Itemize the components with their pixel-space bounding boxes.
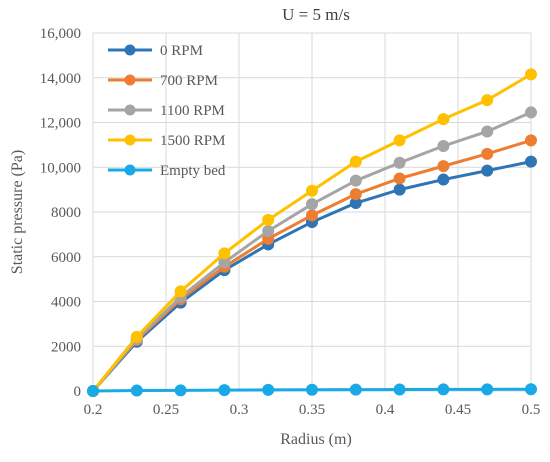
data-point <box>306 383 318 396</box>
y-tick-label: 8000 <box>51 205 81 221</box>
legend-entry: 1100 RPM <box>108 103 225 119</box>
data-point <box>481 147 494 160</box>
y-tick-label: 4000 <box>51 295 81 311</box>
data-point <box>393 134 406 147</box>
data-point <box>481 94 494 107</box>
data-point <box>393 172 406 185</box>
data-point <box>525 106 537 119</box>
legend: 0 RPM 700 RPM 1100 RPM 1500 RPM Empty bed <box>108 43 226 179</box>
data-point <box>437 139 450 152</box>
legend-swatch-marker <box>124 104 136 116</box>
data-point <box>393 383 406 396</box>
data-point <box>525 155 537 168</box>
x-tick-label: 0.5 <box>522 402 541 418</box>
data-point <box>262 213 275 226</box>
y-axis-label: Static pressure (Pa) <box>9 150 26 274</box>
x-tick-label: 0.25 <box>153 402 179 418</box>
legend-swatch-marker <box>124 164 136 176</box>
data-point <box>481 164 494 177</box>
legend-swatch-marker <box>124 74 136 86</box>
legend-entry: 0 RPM <box>108 43 203 59</box>
y-tick-label: 12,000 <box>40 116 81 132</box>
data-point <box>174 285 187 298</box>
data-point <box>525 383 537 396</box>
data-point <box>393 183 406 196</box>
chart-title: U = 5 m/s <box>282 5 350 24</box>
y-tick-label: 16,000 <box>40 26 81 42</box>
legend-entry: 700 RPM <box>108 73 218 89</box>
legend-label: 700 RPM <box>160 73 218 89</box>
data-point <box>218 247 231 260</box>
data-point <box>306 209 318 222</box>
x-tick-label: 0.45 <box>445 402 471 418</box>
x-tick-label: 0.35 <box>299 402 325 418</box>
x-tick-label: 0.2 <box>84 402 103 418</box>
data-point <box>349 155 362 168</box>
legend-entry: Empty bed <box>108 163 226 179</box>
legend-swatch-marker <box>124 134 136 146</box>
legend-label: 1100 RPM <box>160 103 225 119</box>
data-point <box>437 173 450 186</box>
data-point <box>306 184 318 197</box>
y-tick-label: 14,000 <box>40 71 81 87</box>
series-layer <box>87 68 537 397</box>
y-tick-label: 6000 <box>51 250 81 266</box>
legend-label: 0 RPM <box>160 43 203 59</box>
data-point <box>349 174 362 187</box>
data-point <box>525 134 537 147</box>
data-point <box>130 384 143 397</box>
x-tick-label: 0.4 <box>376 402 395 418</box>
data-point <box>437 113 450 126</box>
data-point <box>525 68 537 81</box>
x-axis-label: Radius (m) <box>280 431 352 448</box>
legend-swatch-marker <box>124 44 136 56</box>
y-tick-label: 10,000 <box>40 160 81 176</box>
data-point <box>393 156 406 169</box>
legend-entry: 1500 RPM <box>108 133 225 149</box>
data-point <box>87 385 99 397</box>
y-tick-label: 0 <box>74 384 82 400</box>
data-point <box>218 384 231 397</box>
y-tick-label: 2000 <box>51 339 81 355</box>
data-point <box>306 198 318 211</box>
data-point <box>262 383 275 396</box>
data-point <box>437 383 450 396</box>
data-point <box>174 384 187 397</box>
data-point <box>481 125 494 138</box>
data-point <box>481 383 494 396</box>
data-point <box>130 330 143 343</box>
data-point <box>349 383 362 396</box>
x-tick-label: 0.3 <box>230 402 249 418</box>
series-empty-bed <box>87 383 537 397</box>
axes: 0 2000 4000 6000 8000 10,000 12,000 14,000 16,00… <box>40 26 541 418</box>
data-point <box>349 188 362 201</box>
legend-label: Empty bed <box>160 163 226 179</box>
data-point <box>262 225 275 238</box>
legend-label: 1500 RPM <box>160 133 225 149</box>
data-point <box>437 160 450 173</box>
